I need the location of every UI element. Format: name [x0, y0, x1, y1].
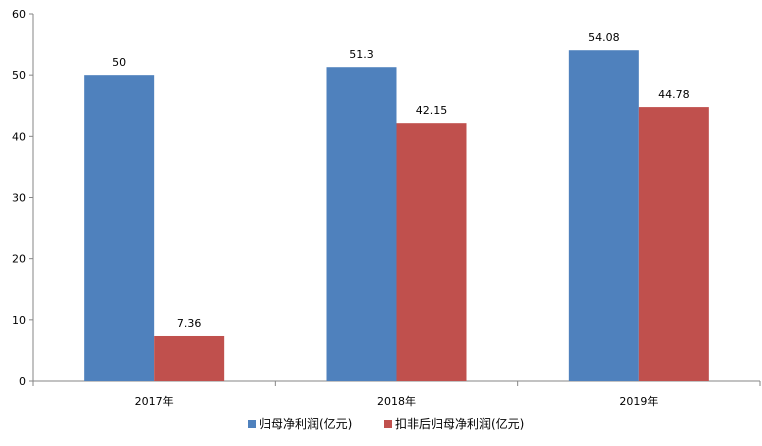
y-tick-label: 20: [12, 253, 26, 266]
legend-label: 扣非后归母净利润(亿元): [395, 416, 524, 431]
legend: 归母净利润(亿元) 扣非后归母净利润(亿元): [248, 416, 524, 431]
data-labels: 50 7.36 51.3 42.15 54.08 44.78: [112, 31, 689, 330]
data-label: 50: [112, 56, 126, 69]
bar: [638, 107, 709, 381]
bar: [84, 75, 155, 382]
y-tick-label: 50: [12, 69, 26, 82]
bar: [326, 67, 397, 381]
bar: [568, 50, 639, 382]
data-label: 51.3: [349, 48, 374, 61]
bars: [84, 50, 709, 382]
x-tick-label: 2019年: [619, 394, 658, 408]
legend-swatch: [384, 420, 392, 428]
bar: [154, 335, 225, 381]
y-tick-label: 40: [12, 130, 26, 143]
y-tick-label: 30: [12, 192, 26, 205]
x-tick-label: 2017年: [135, 394, 174, 408]
data-label: 44.78: [658, 88, 690, 101]
legend-swatch: [248, 420, 256, 428]
bar: [396, 123, 467, 382]
y-tick-label: 60: [12, 8, 26, 21]
y-tick-label: 10: [12, 314, 26, 327]
data-label: 54.08: [588, 31, 620, 44]
y-tick-label: 0: [19, 375, 26, 388]
data-label: 42.15: [416, 104, 448, 117]
data-label: 7.36: [177, 317, 202, 330]
legend-label: 归母净利润(亿元): [259, 416, 352, 431]
x-tick-label: 2018年: [377, 394, 416, 408]
